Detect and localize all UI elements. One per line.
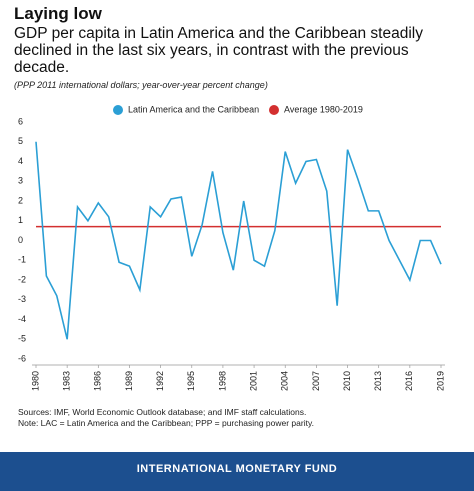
x-tick-label: 1989 [124,371,134,391]
subtitle: GDP per capita in Latin America and the … [14,25,423,76]
chart: -6 -5 -4 -3 -2 -1 0 1 2 3 4 5 6 1980 1983 1986 1989 1992 1… [18,104,445,391]
sources: Sources: IMF, World Economic Outlook dat… [18,407,458,429]
x-tick-label: 1980 [30,371,40,391]
x-tick-label: 2013 [373,371,383,391]
x-tick-label: 1986 [93,371,103,391]
x-tick-label: 1992 [155,371,165,391]
y-tick-label: 0 [18,235,23,245]
legend-marker [113,105,123,115]
y-tick-label: 4 [18,156,23,166]
organization: INTERNATIONAL MONETARY FUND [136,463,338,475]
series-line [35,141,442,340]
footer-band [0,452,474,491]
x-tick-label: 1995 [186,371,196,391]
y-tick-label: 1 [18,215,23,225]
x-tick-label: 2010 [342,371,352,391]
x-tick-label: 2007 [311,371,321,391]
x-tick-label: 1983 [62,371,72,391]
x-tick-label: 2001 [248,371,258,391]
y-tick-label: -6 [18,353,26,363]
note: (PPP 2011 international dollars; year-ov… [14,80,268,90]
y-tick-label: -2 [18,274,26,284]
footnote: Note: LAC = Latin America and the Caribb… [18,418,314,428]
y-tick-label: -4 [18,314,26,324]
x-tick-label: 2016 [404,371,414,391]
x-tick-label: 2004 [280,371,290,391]
y-tick-label: 5 [18,136,23,146]
y-tick-label: -3 [18,294,26,304]
title: Laying low [14,4,102,23]
legend-label: Average 1980-2019 [284,104,363,114]
y-tick-label: -1 [18,255,26,265]
y-tick-label: 2 [18,195,23,205]
x-tick-label: 1998 [217,371,227,391]
y-tick-label: 6 [18,116,23,126]
y-tick-label: 3 [18,176,23,186]
y-tick-label: -5 [18,334,26,344]
sources-line: Sources: IMF, World Economic Outlook dat… [18,407,307,417]
x-tick-label: 2019 [435,371,445,391]
legend-label: Latin America and the Caribbean [128,104,259,114]
legend-marker [269,105,279,115]
